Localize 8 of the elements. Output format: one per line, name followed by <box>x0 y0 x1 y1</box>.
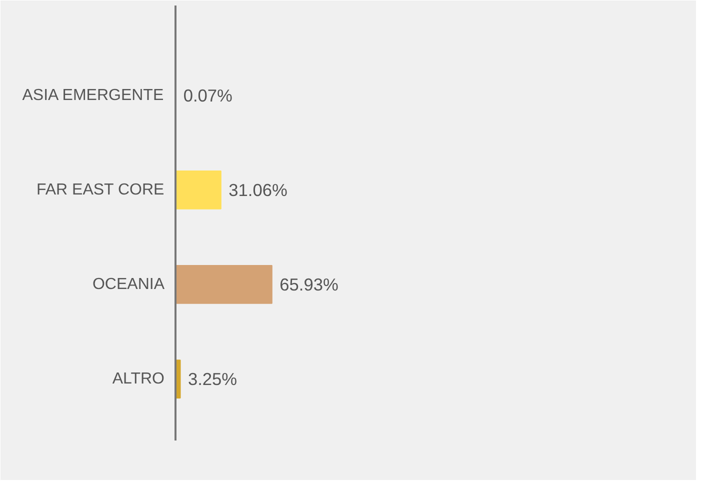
data-label: 3.25% <box>188 369 238 390</box>
data-label: 65.93% <box>280 274 338 294</box>
data-label: 0.07% <box>183 85 232 106</box>
y-tick-label: ALTRO <box>112 370 164 388</box>
y-tick-label: OCEANIA <box>92 276 165 293</box>
data-label: 31.06% <box>228 180 288 200</box>
y-tick-label: FAR EAST CORE <box>36 181 164 198</box>
y-tick-label: ASIA EMERGENTE <box>22 86 164 104</box>
